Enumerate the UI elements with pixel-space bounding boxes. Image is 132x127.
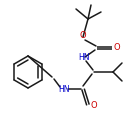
Text: HN: HN xyxy=(58,85,70,94)
Text: O: O xyxy=(91,100,97,109)
Text: HN: HN xyxy=(78,53,90,62)
Text: O: O xyxy=(80,31,86,41)
Text: O: O xyxy=(114,43,120,52)
